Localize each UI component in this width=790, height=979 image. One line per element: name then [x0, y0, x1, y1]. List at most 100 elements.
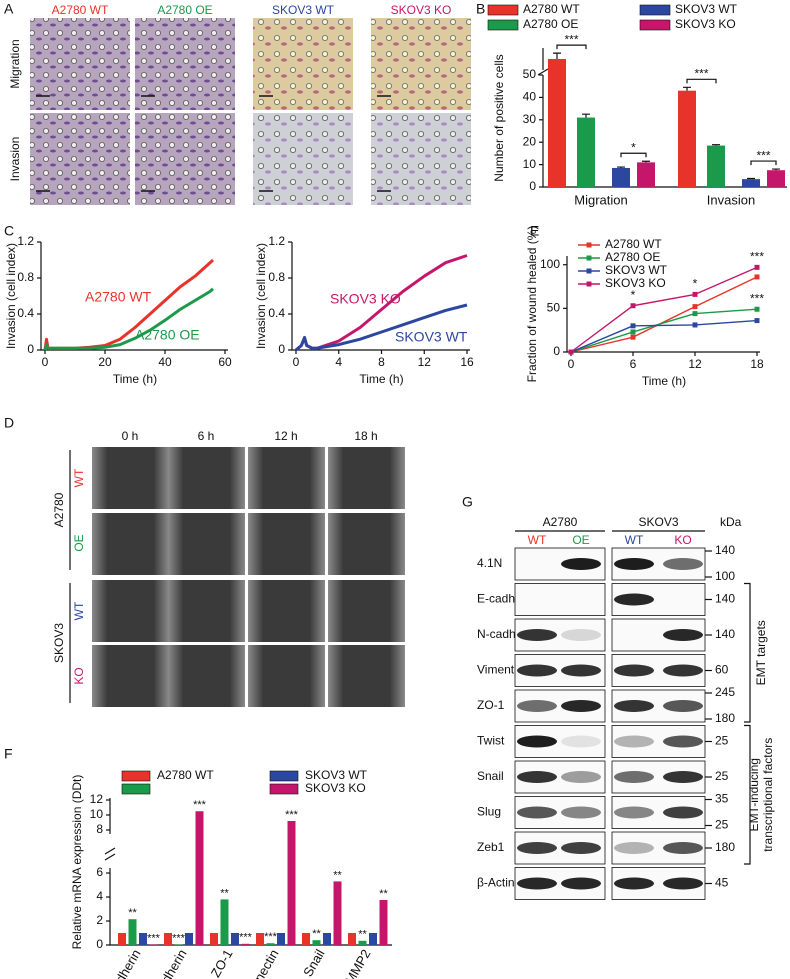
error-bar: [617, 166, 625, 168]
error-bar: [747, 177, 755, 180]
blot-band: [561, 877, 601, 890]
significance-label: ***: [147, 932, 161, 944]
x-tick-label: Invasion: [707, 192, 755, 207]
error-bar: [683, 86, 691, 91]
wound-image: [92, 580, 169, 642]
row-label: Vimentin: [477, 663, 523, 677]
marker-label: 140: [715, 543, 735, 557]
x-axis-label: Time (h): [113, 372, 157, 386]
bar: [277, 933, 285, 945]
x-tick-label: 12: [418, 355, 432, 369]
legend-label: SKOV3 WT: [305, 768, 368, 782]
marker-label: 140: [715, 592, 735, 606]
blot-band: [663, 629, 703, 641]
bar: [348, 933, 356, 945]
x-tick-label: N-cadherin: [145, 947, 190, 979]
y-axis-label: Relative mRNA expression (DDt): [70, 775, 84, 950]
point: [692, 304, 698, 310]
wound-image: [248, 447, 325, 509]
column-label: SKOV3 KO: [391, 3, 452, 17]
x-tick-label: Migration: [574, 192, 627, 207]
blot-band: [663, 771, 703, 783]
wound-image: [92, 645, 169, 707]
significance-label: ***: [264, 931, 278, 943]
bar: [358, 940, 367, 945]
bar: [707, 145, 725, 187]
axes: [109, 798, 392, 946]
blot-band: [614, 877, 654, 890]
line-label: WT: [72, 468, 86, 487]
legend-label: SKOV3 KO: [675, 17, 736, 31]
column-label: A2780 WT: [52, 3, 109, 17]
panel-letter: D: [4, 415, 14, 431]
row-label: Snail: [477, 769, 504, 783]
significance-label: *: [631, 288, 636, 302]
blot-band: [663, 700, 703, 712]
blot-band: [561, 629, 601, 641]
series-label: SKOV3 WT: [395, 329, 468, 345]
significance-label: ***: [750, 250, 764, 264]
y-tick-label: 0.8: [17, 270, 34, 284]
point: [692, 322, 698, 328]
micrograph: [371, 113, 471, 205]
panel-letter: G: [462, 494, 473, 510]
point: [692, 311, 698, 317]
bracket: [744, 582, 751, 723]
wound-image: [92, 513, 169, 575]
y-axis-label: Number of positive cells: [492, 54, 506, 181]
time-label: 0 h: [122, 429, 139, 443]
blot-band: [614, 735, 654, 748]
legend-label: SKOV3 WT: [675, 2, 738, 16]
significance-label: **: [312, 928, 321, 940]
row-label: 4.1N: [477, 556, 502, 570]
significance-label: ***: [285, 809, 299, 821]
wound-image: [168, 580, 245, 642]
significance-bracket: [686, 78, 717, 84]
y-tick-label: 0.8: [268, 270, 285, 284]
x-tick-label: 6: [630, 357, 637, 371]
micrograph: [371, 18, 471, 110]
series-label: A2780 OE: [135, 327, 200, 343]
row-label: Zeb1: [477, 840, 505, 854]
panel-letter: F: [4, 746, 13, 762]
blot-band: [517, 629, 557, 641]
bracket-label: transcriptional factors: [761, 738, 775, 852]
error-bar: [772, 168, 780, 171]
legend-label: SKOV3 KO: [605, 276, 666, 290]
x-tick-label: 4: [335, 355, 342, 369]
blot-band: [561, 842, 601, 854]
significance-label: ***: [694, 66, 708, 80]
marker-label: 35: [715, 792, 729, 806]
x-tick-label: 0: [42, 355, 49, 369]
point: [754, 264, 760, 270]
y-tick-label: 1.2: [268, 234, 285, 248]
bar: [266, 943, 275, 945]
error-bar: [553, 52, 561, 59]
y-axis-label: Invasion (cell index): [4, 243, 18, 349]
wound-image: [248, 645, 325, 707]
lane-label: WT: [528, 533, 547, 547]
series-label: SKOV3 KO: [330, 291, 401, 307]
blot-band: [614, 700, 654, 712]
significance-label: *: [631, 140, 636, 154]
x-tick-label: 18: [750, 357, 764, 371]
y-tick-label: 0: [553, 344, 560, 358]
y-tick-label: 8: [96, 822, 103, 836]
legend-marker: [586, 281, 592, 287]
significance-label: ***: [750, 291, 764, 305]
marker-label: 25: [715, 818, 729, 832]
legend-swatch: [639, 4, 671, 16]
significance-label: ***: [239, 932, 253, 944]
point: [754, 306, 760, 312]
bar: [118, 933, 126, 945]
bar: [195, 811, 204, 945]
bar: [164, 933, 172, 945]
series-label: A2780 WT: [85, 289, 152, 305]
bar: [287, 821, 296, 945]
wound-image: [328, 645, 405, 707]
legend-swatch: [269, 770, 299, 782]
series-line: [570, 308, 758, 353]
x-tick-label: E-cadherin: [99, 947, 143, 979]
significance-label: **: [358, 929, 367, 941]
